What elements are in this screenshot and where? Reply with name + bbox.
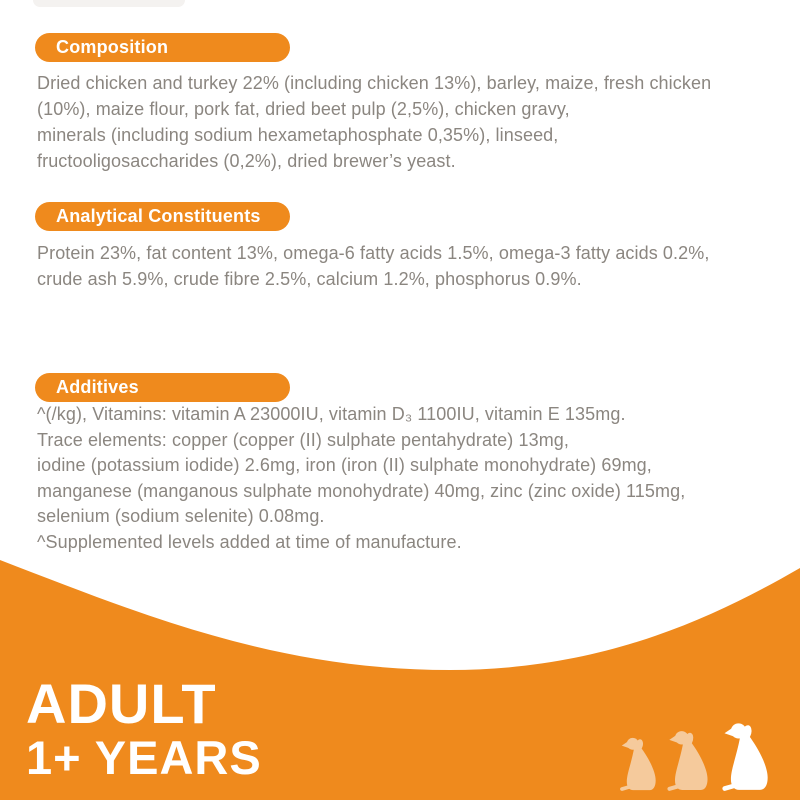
analytical-badge-label: Analytical Constituents — [56, 206, 261, 226]
composition-section-badge: Composition — [35, 33, 290, 62]
analytical-constituents-text: Protein 23%, fat content 13%, omega-6 fa… — [37, 243, 710, 289]
bottom-banner: ADULT 1+ YEARS — [0, 558, 800, 800]
additives-text: ^(/kg), Vitamins: vitamin A 23000IU, vit… — [37, 404, 686, 552]
additives-badge-label: Additives — [56, 377, 139, 397]
composition-text: Dried chicken and turkey 22% (including … — [37, 73, 712, 171]
age-group-title: ADULT — [26, 672, 217, 735]
cropped-badge-top — [33, 0, 185, 7]
additives-section-badge: Additives — [35, 373, 290, 402]
composition-badge-label: Composition — [56, 37, 169, 57]
age-group-subtitle: 1+ YEARS — [26, 731, 262, 784]
analytical-constituents-section-badge: Analytical Constituents — [35, 202, 290, 231]
dog-silhouette-small-icon — [620, 737, 656, 791]
dog-silhouette-medium-icon — [667, 731, 708, 791]
dog-silhouette-large-icon — [722, 723, 768, 791]
banner-curve-background — [0, 560, 800, 800]
